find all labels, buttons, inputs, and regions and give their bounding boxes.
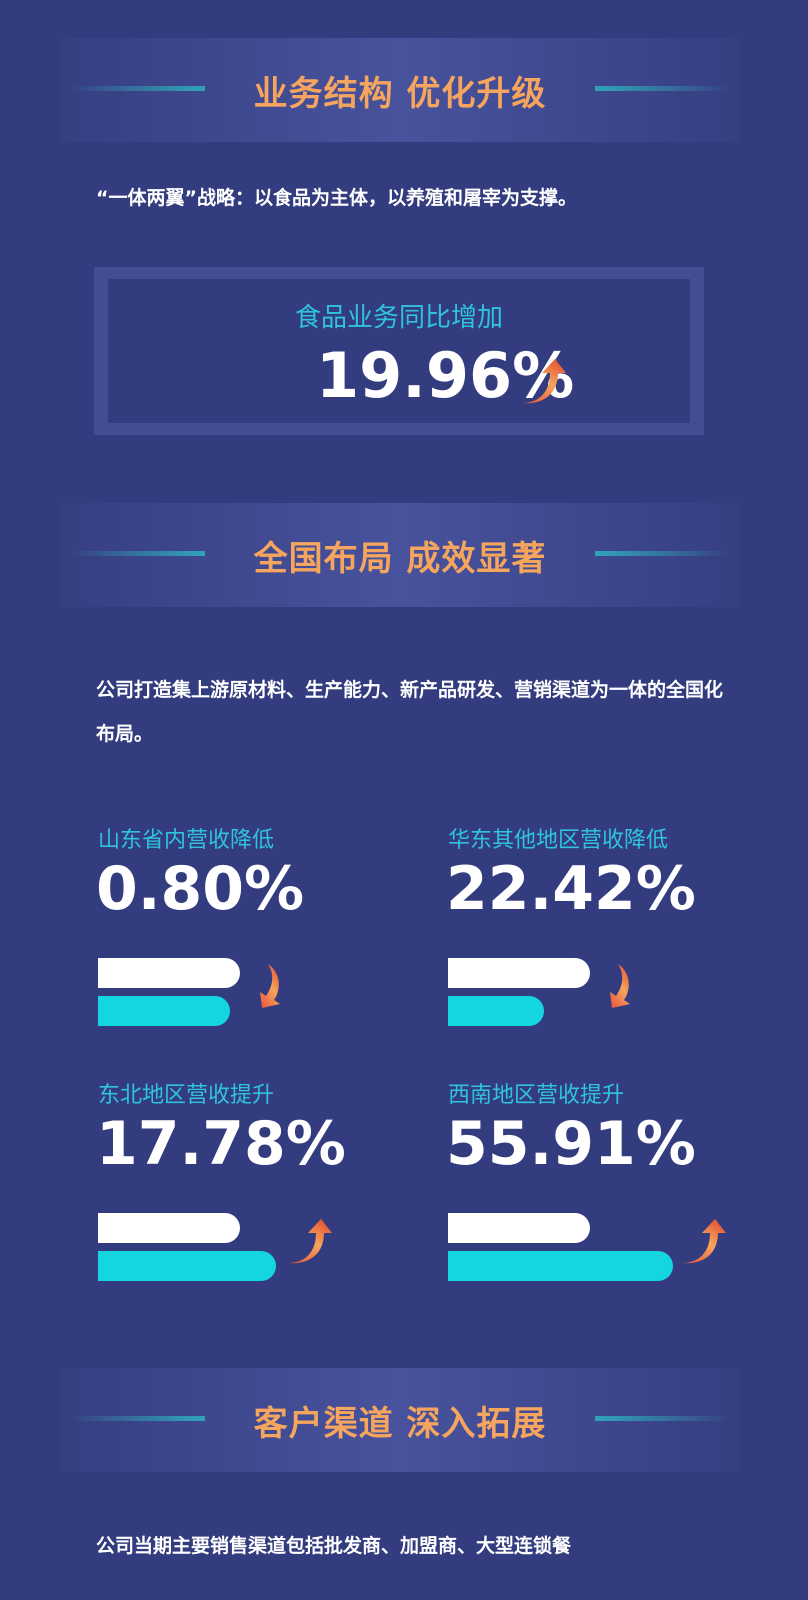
section-title: 全国布局 成效显著 (253, 539, 547, 579)
strategy-text: “一体两翼”战略：以食品为主体，以养殖和屠宰为支撑。 (96, 187, 577, 209)
stat-value: 22.42% (446, 854, 696, 924)
highlight-card: 食品业务同比增加 19.96% (94, 267, 704, 435)
stat-value: 55.91% (446, 1109, 696, 1179)
stat-label: 西南地区营收提升 (448, 1083, 625, 1108)
section-title: 客户渠道 深入拓展 (253, 1404, 547, 1444)
stat-label: 东北地区营收提升 (98, 1083, 275, 1108)
stat-northeast: 东北地区营收提升 17.78% (96, 1077, 428, 1307)
layout-text: 公司打造集上游原材料、生产能力、新产品研发、营销渠道为一体的全国化布局。 (96, 679, 724, 745)
baseline-bar (448, 958, 590, 988)
stat-value: 17.78% (96, 1109, 346, 1179)
stat-shandong: 山东省内营收降低 0.80% (96, 822, 428, 1052)
section-header-channels: 客户渠道 深入拓展 (60, 1368, 740, 1472)
section-title: 业务结构 优化升级 (253, 74, 547, 114)
divider (70, 1416, 205, 1421)
stat-label: 华东其他地区营收降低 (448, 828, 669, 853)
divider (595, 551, 730, 556)
channel-text: 公司当期主要销售渠道包括批发商、加盟商、大型连锁餐 (96, 1535, 572, 1557)
divider (70, 86, 205, 91)
stat-east-china: 华东其他地区营收降低 22.42% (446, 822, 778, 1052)
divider (595, 1416, 730, 1421)
divider (595, 86, 730, 91)
highlight-value: 19.96% (316, 339, 575, 412)
stat-value: 0.80% (96, 854, 305, 924)
stat-southwest: 西南地区营收提升 55.91% (446, 1077, 778, 1307)
current-bar (98, 1251, 276, 1281)
arrow-down-icon (248, 962, 298, 1012)
section-header-business: 业务结构 优化升级 (60, 38, 740, 142)
section-header-layout: 全国布局 成效显著 (60, 503, 740, 607)
divider (70, 551, 205, 556)
current-bar (448, 996, 544, 1026)
current-bar (448, 1251, 673, 1281)
baseline-bar (98, 958, 240, 988)
arrow-up-icon (518, 357, 568, 407)
arrow-down-icon (598, 962, 648, 1012)
baseline-bar (448, 1213, 590, 1243)
highlight-label: 食品业务同比增加 (294, 303, 503, 333)
current-bar (98, 996, 230, 1026)
arrow-up-icon (284, 1217, 334, 1267)
stat-label: 山东省内营收降低 (98, 828, 275, 853)
arrow-up-icon (678, 1217, 728, 1267)
baseline-bar (98, 1213, 240, 1243)
